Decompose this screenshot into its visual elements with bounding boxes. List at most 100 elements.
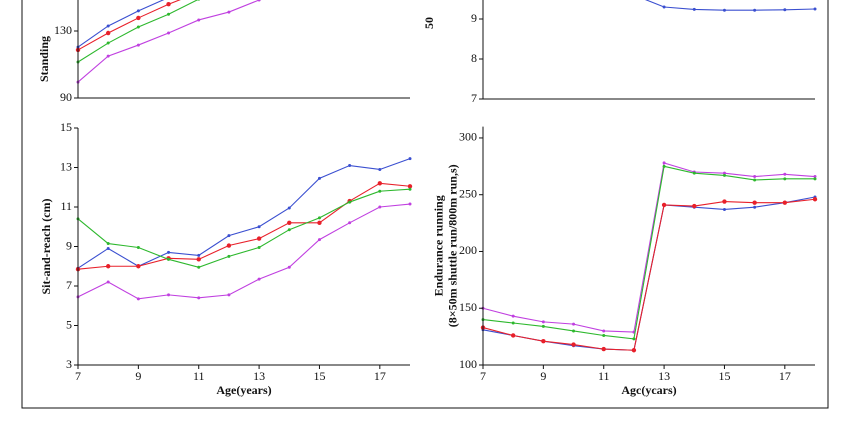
point <box>196 257 201 262</box>
point <box>287 220 292 225</box>
x-axis-label: Age(years) <box>216 383 271 397</box>
y-tick-label: 250 <box>459 186 477 200</box>
point <box>105 264 111 269</box>
point <box>511 314 515 318</box>
x-tick-label: 11 <box>193 369 205 383</box>
point <box>662 161 666 165</box>
plot <box>75 157 413 301</box>
point <box>631 348 637 353</box>
point <box>601 346 606 352</box>
point <box>136 9 140 13</box>
point <box>692 171 696 175</box>
point <box>317 176 321 180</box>
point <box>602 333 606 337</box>
y-tick-label: 100 <box>459 357 477 371</box>
series-line <box>482 196 816 351</box>
x-tick-label: 17 <box>374 369 386 383</box>
point <box>287 228 291 232</box>
point <box>511 321 515 325</box>
plot <box>644 0 817 12</box>
y-tick-label: 5 <box>66 317 72 331</box>
x-tick-label: 13 <box>658 369 670 383</box>
y-axis-label: (8×50m shuttle run/800m run,s) <box>446 164 460 327</box>
point <box>407 184 413 189</box>
y-tick-label: 90 <box>60 90 72 104</box>
point <box>136 25 140 29</box>
point <box>197 0 200 1</box>
point <box>227 10 231 14</box>
point <box>227 293 231 297</box>
x-tick-label: 7 <box>480 369 486 383</box>
point <box>722 173 726 177</box>
point <box>136 264 141 269</box>
point <box>348 200 352 204</box>
point <box>287 206 291 210</box>
series-line <box>77 158 411 269</box>
plot <box>75 0 262 84</box>
x-tick-label: 11 <box>598 369 610 383</box>
point <box>197 265 201 269</box>
x-tick-label: 9 <box>135 369 141 383</box>
y-tick-label: 9 <box>66 238 72 252</box>
point <box>136 297 140 301</box>
point <box>106 54 110 58</box>
point <box>377 181 383 186</box>
point <box>783 177 787 181</box>
point <box>317 220 322 225</box>
point <box>227 234 231 238</box>
point <box>197 253 201 257</box>
point <box>722 199 727 204</box>
point <box>408 202 412 206</box>
point <box>692 7 696 11</box>
y-tick-label: 13 <box>60 159 72 173</box>
point <box>782 200 788 205</box>
series-line <box>77 188 411 268</box>
point <box>257 225 261 229</box>
point <box>813 177 817 181</box>
series-line <box>77 0 181 51</box>
point <box>106 24 110 28</box>
point <box>106 242 110 246</box>
point <box>317 216 321 220</box>
point <box>105 30 111 36</box>
point <box>317 238 321 242</box>
point <box>166 1 171 7</box>
point <box>136 43 140 47</box>
series-line <box>482 162 816 333</box>
x-tick-label: 15 <box>313 369 325 383</box>
point <box>408 157 412 161</box>
point <box>541 320 545 324</box>
point <box>813 7 817 11</box>
point <box>197 296 201 300</box>
point <box>256 236 262 241</box>
point <box>783 172 787 176</box>
y-tick-label: 3 <box>66 357 72 371</box>
point <box>106 246 110 250</box>
x-tick-label: 17 <box>779 369 791 383</box>
point <box>662 5 666 9</box>
y-tick-label: 11 <box>60 199 72 213</box>
point <box>813 175 817 179</box>
series-line <box>77 0 165 48</box>
point <box>722 171 726 175</box>
point <box>753 175 757 179</box>
series-line <box>77 203 411 300</box>
x-tick-label: 7 <box>75 369 81 383</box>
y-tick-label: 150 <box>459 300 477 314</box>
x-tick-label: 15 <box>718 369 730 383</box>
y-axis-label: 50 <box>422 17 436 29</box>
y-tick-label: 200 <box>459 243 477 257</box>
point <box>136 245 140 249</box>
frame <box>21 0 829 409</box>
point <box>541 338 546 344</box>
point <box>572 329 576 333</box>
series-line <box>77 0 199 63</box>
point <box>167 257 171 261</box>
point <box>226 243 232 248</box>
point <box>572 322 576 326</box>
point <box>167 293 171 297</box>
point <box>167 250 171 254</box>
point <box>510 333 516 338</box>
point <box>812 197 818 202</box>
